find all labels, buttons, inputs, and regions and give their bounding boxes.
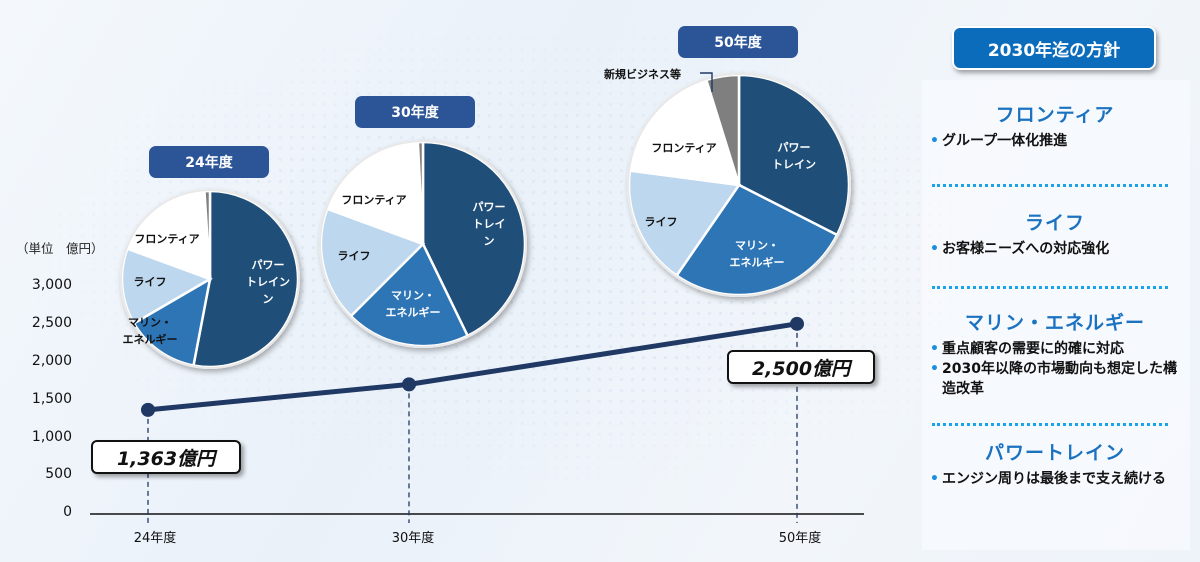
unit-label: （単位 億円） (16, 241, 104, 256)
policy-panel: 2030年迄の方針 フロンティア • グループ一体化推進 ライフ • お客様ニーズへ… (920, 0, 1200, 562)
x-tick-50: 50年度 (778, 531, 822, 546)
pie-50-title: 50年度 (678, 26, 798, 58)
leader-line (700, 72, 713, 92)
section-item: • 重点顧客の需要に的確に対応 (930, 341, 1124, 357)
pie-slice (627, 169, 742, 278)
pie-24-label-life: ライフ (133, 275, 167, 289)
callout-50-value: 2,500億円 (727, 350, 875, 384)
pie-30-title: 30年度 (355, 96, 475, 128)
pie-slice (120, 247, 213, 326)
divider (932, 423, 1168, 426)
pie-24-label-marine: マリン・ エネルギー (122, 315, 178, 346)
y-tick: 2,500 (31, 315, 72, 331)
bullet-icon: • (930, 361, 939, 377)
pie-slice (737, 73, 851, 237)
pie-30-label-frontier: フロンティア (341, 193, 407, 207)
panel-title: 2030年迄の方針 (952, 26, 1156, 70)
y-tick: 1,000 (31, 429, 72, 445)
pie-slice (349, 241, 470, 348)
data-point (790, 316, 804, 331)
y-tick: 500 (45, 466, 72, 482)
bullet-icon: • (930, 471, 939, 487)
section-item: • グループ一体化推進 (930, 133, 1068, 149)
pie-rim (627, 73, 851, 297)
x-tick-24: 24年度 (133, 531, 177, 546)
section-title: ライフ (1024, 212, 1085, 234)
section-life: ライフ • お客様ニーズへの対応強化 (930, 208, 1180, 259)
section-powertrain: パワートレイン • エンジン周りは最後まで支え続ける (930, 438, 1180, 489)
pie-30-label-marine: マリン・ エネルギー (385, 288, 441, 319)
divider (932, 286, 1168, 289)
pie-50-label-powertrain: パワー トレイン (772, 140, 816, 171)
section-title: マリン・エネルギー (964, 312, 1145, 334)
pie-50-label-frontier: フロンティア (651, 141, 717, 155)
pie-24-title: 24年度 (149, 146, 269, 178)
pie-slice (192, 189, 300, 369)
section-item: • 2030年以降の市場動向も想定した構造改革 (930, 361, 1177, 397)
y-tick: 2,000 (31, 353, 72, 369)
section-title: パワートレイン (984, 442, 1125, 464)
section-item: • エンジン周りは最後まで支え続ける (930, 471, 1166, 487)
bullet-icon: • (930, 133, 939, 149)
pie-slice (125, 189, 212, 281)
pie-50-label-new-business: 新規ビジネス等 (604, 68, 681, 81)
pie-30-label-life: ライフ (337, 249, 371, 263)
bullet-icon: • (930, 241, 939, 257)
pie-50-label-life: ライフ (644, 215, 678, 229)
callout-24-value: 1,363億円 (91, 440, 241, 474)
section-item: • お客様ニーズへの対応強化 (930, 241, 1110, 257)
pie-slice (628, 78, 741, 187)
section-frontier: フロンティア • グループ一体化推進 (930, 100, 1180, 151)
pie-slice (674, 183, 839, 297)
data-point (402, 377, 416, 392)
y-tick: 3,000 (31, 277, 72, 293)
y-tick: 1,500 (31, 391, 72, 407)
pie-slice (325, 140, 425, 246)
pie-rim (319, 140, 527, 348)
bullet-icon: • (930, 341, 939, 357)
data-point (141, 402, 155, 417)
y-tick: 0 (63, 504, 72, 520)
section-title: フロンティア (995, 104, 1115, 126)
pie-24-label-powertrain: パワー トレイン ン (246, 258, 290, 306)
chart-canvas (90, 72, 864, 523)
x-tick-30: 30年度 (391, 531, 435, 546)
panel-background (922, 80, 1190, 550)
pie-slice (421, 140, 527, 338)
pie-rim (120, 189, 300, 369)
pie-slice (132, 276, 212, 367)
pie-30-label-powertrain: パワー トレイ ン (472, 200, 506, 248)
pie-24-label-frontier: フロンティア (134, 232, 200, 246)
growth-chart: （単位 億円） 3,000 2,500 2,000 1,500 1,000 50… (16, 26, 875, 546)
divider (932, 184, 1168, 187)
pie-50-label-marine: マリン・ エネルギー (729, 238, 785, 269)
section-marine-energy: マリン・エネルギー • 重点顧客の需要に的確に対応 • 2030年以降の市場動向も想… (930, 308, 1180, 399)
